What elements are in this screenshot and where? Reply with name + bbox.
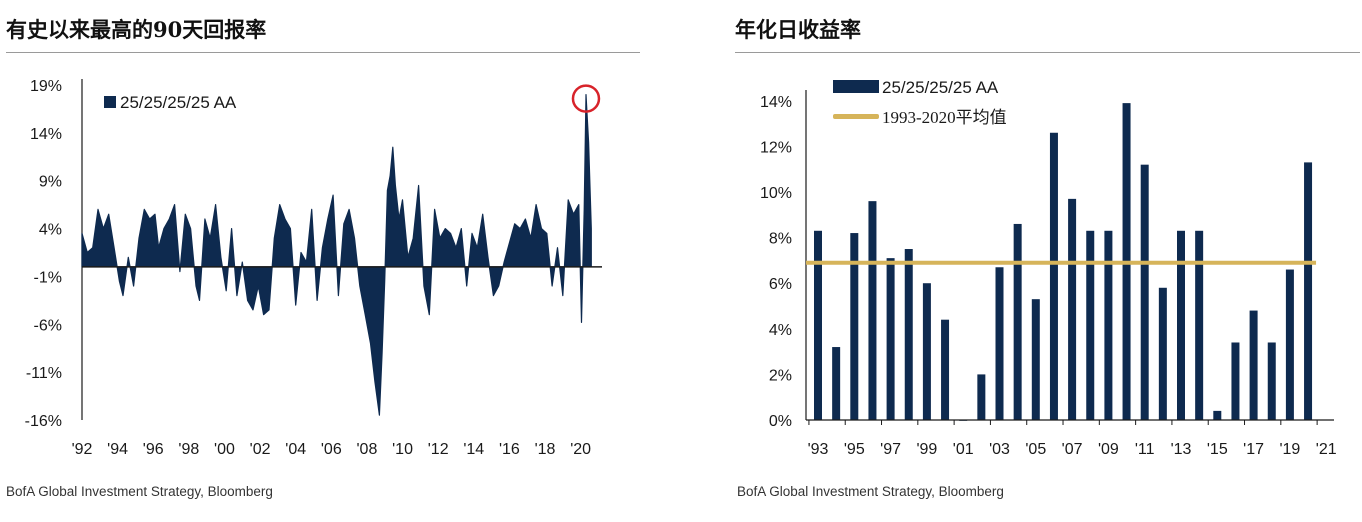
bar-2017 [1249, 310, 1258, 420]
left-x-tick-label: '10 [392, 441, 413, 458]
bar-1994 [832, 347, 841, 420]
right-y-tick-label: 12% [760, 139, 792, 156]
right-x-axis: '93 '95 '97 '99 '01 '03 '05 '07 '09 '11 '13 '15 '17 '… [806, 419, 1337, 458]
bar-2014 [1195, 230, 1204, 420]
right-x-tick-label: '11 [1135, 441, 1155, 458]
bar-2020 [1304, 162, 1313, 420]
left-y-tick-label: 4% [39, 222, 62, 239]
left-y-tick-label: -16% [25, 413, 62, 430]
right-source-note: BofA Global Investment Strategy, Bloombe… [737, 484, 1004, 499]
left-legend: 25/25/25/25 AA [104, 93, 237, 112]
left-y-tick-label: 19% [30, 78, 62, 95]
right-y-tick-label: 10% [760, 185, 792, 202]
right-legend-bar-swatch [833, 80, 879, 93]
bar-2015 [1213, 410, 1222, 420]
left-y-tick-label: 9% [39, 174, 62, 191]
right-x-tick-label: '93 [808, 441, 829, 458]
left-x-axis: '92 '94 '96 '98 '00 '02 '04 '06 '08 '10 '12 '14 '16 '… [72, 441, 592, 458]
right-x-tick-label: '03 [989, 441, 1010, 458]
left-y-tick-label: -11% [26, 365, 62, 382]
left-x-tick-label: '04 [285, 441, 306, 458]
right-x-tick-label: '09 [1098, 441, 1119, 458]
right-title-divider [735, 52, 1360, 53]
bar-1996 [868, 201, 877, 420]
bar-2007 [1068, 198, 1077, 420]
right-legend-bar-label: 25/25/25/25 AA [882, 78, 999, 97]
left-x-tick-label: '18 [535, 441, 556, 458]
left-chart-title: 有史以来最高的90天回报率 [6, 17, 267, 42]
bar-1995 [850, 233, 859, 420]
right-x-tick-label: '19 [1279, 441, 1300, 458]
left-title-divider [6, 52, 640, 53]
left-legend-swatch [104, 96, 116, 108]
bar-2000 [941, 319, 950, 420]
left-x-tick-label: '08 [357, 441, 378, 458]
right-y-tick-label: 0% [769, 413, 792, 430]
bar-2004 [1013, 223, 1022, 420]
bar-2005 [1031, 299, 1040, 420]
bar-1999 [922, 283, 931, 420]
right-y-tick-label: 14% [760, 94, 792, 111]
left-source-note: BofA Global Investment Strategy, Bloombe… [6, 484, 273, 499]
peak-highlight-circle [571, 84, 601, 113]
right-chart: 0% 2% 4% 6% 8% 10% 12% 14% '93 '95 '97 '99 '01 '03 '0… [760, 78, 1337, 458]
right-legend-line-swatch [833, 114, 879, 119]
right-y-tick-label: 4% [769, 322, 792, 339]
bar-2006 [1049, 132, 1058, 420]
left-chart: 19% 14% 9% 4% -1% -6% -11% -16% '92 '94 '96 '98 '00… [25, 78, 602, 458]
left-x-tick-label: '94 [107, 441, 128, 458]
right-y-tick-label: 2% [769, 367, 792, 384]
bar-2002 [977, 374, 986, 420]
left-legend-label: 25/25/25/25 AA [120, 93, 237, 112]
left-x-tick-label: '96 [143, 441, 164, 458]
right-x-tick-label: '97 [880, 441, 901, 458]
bar-2009 [1104, 230, 1113, 420]
left-y-tick-label: 14% [30, 126, 62, 143]
bar-2012 [1158, 287, 1167, 420]
bar-2003 [995, 267, 1004, 420]
right-x-tick-label: '17 [1243, 441, 1264, 458]
left-x-tick-label: '06 [321, 441, 342, 458]
right-y-tick-label: 8% [769, 231, 792, 248]
right-x-tick-label: '95 [844, 441, 865, 458]
left-x-tick-label: '20 [570, 441, 591, 458]
bar-1993 [814, 230, 822, 420]
right-y-axis: 0% 2% 4% 6% 8% 10% 12% 14% [760, 90, 807, 430]
bar-1997 [886, 258, 895, 420]
right-x-tick-label: '01 [953, 441, 974, 458]
bar-2016 [1231, 342, 1240, 420]
bar-2013 [1177, 230, 1185, 420]
left-x-tick-label: '02 [250, 441, 271, 458]
right-x-tick-label: '07 [1062, 441, 1083, 458]
right-x-tick-label: '21 [1316, 441, 1337, 458]
bar-2019 [1285, 269, 1294, 420]
right-legend-line-label: 1993-2020平均值 [882, 108, 1007, 127]
right-chart-title: 年化日收益率 [735, 17, 861, 42]
left-x-tick-label: '98 [178, 441, 199, 458]
bar-1998 [904, 249, 913, 420]
left-x-tick-label: '16 [499, 441, 520, 458]
right-x-tick-label: '15 [1207, 441, 1228, 458]
left-y-axis: 19% 14% 9% 4% -1% -6% -11% -16% [25, 78, 83, 430]
bar-2008 [1086, 230, 1095, 420]
left-series-area [81, 94, 592, 416]
left-x-tick-label: '00 [214, 441, 235, 458]
right-legend: 25/25/25/25 AA 1993-2020平均值 [833, 78, 1007, 127]
left-series-fill [81, 94, 592, 416]
left-x-tick-label: '92 [72, 441, 93, 458]
bar-2011 [1140, 164, 1149, 420]
left-y-tick-label: -6% [34, 317, 62, 334]
left-x-tick-label: '14 [463, 441, 484, 458]
right-x-tick-label: '13 [1171, 441, 1192, 458]
bar-2018 [1267, 342, 1276, 420]
left-y-tick-label: -1% [34, 269, 62, 286]
right-y-tick-label: 6% [769, 276, 792, 293]
right-x-tick-label: '99 [916, 441, 937, 458]
left-x-tick-label: '12 [428, 441, 449, 458]
right-x-tick-label: '05 [1025, 441, 1046, 458]
